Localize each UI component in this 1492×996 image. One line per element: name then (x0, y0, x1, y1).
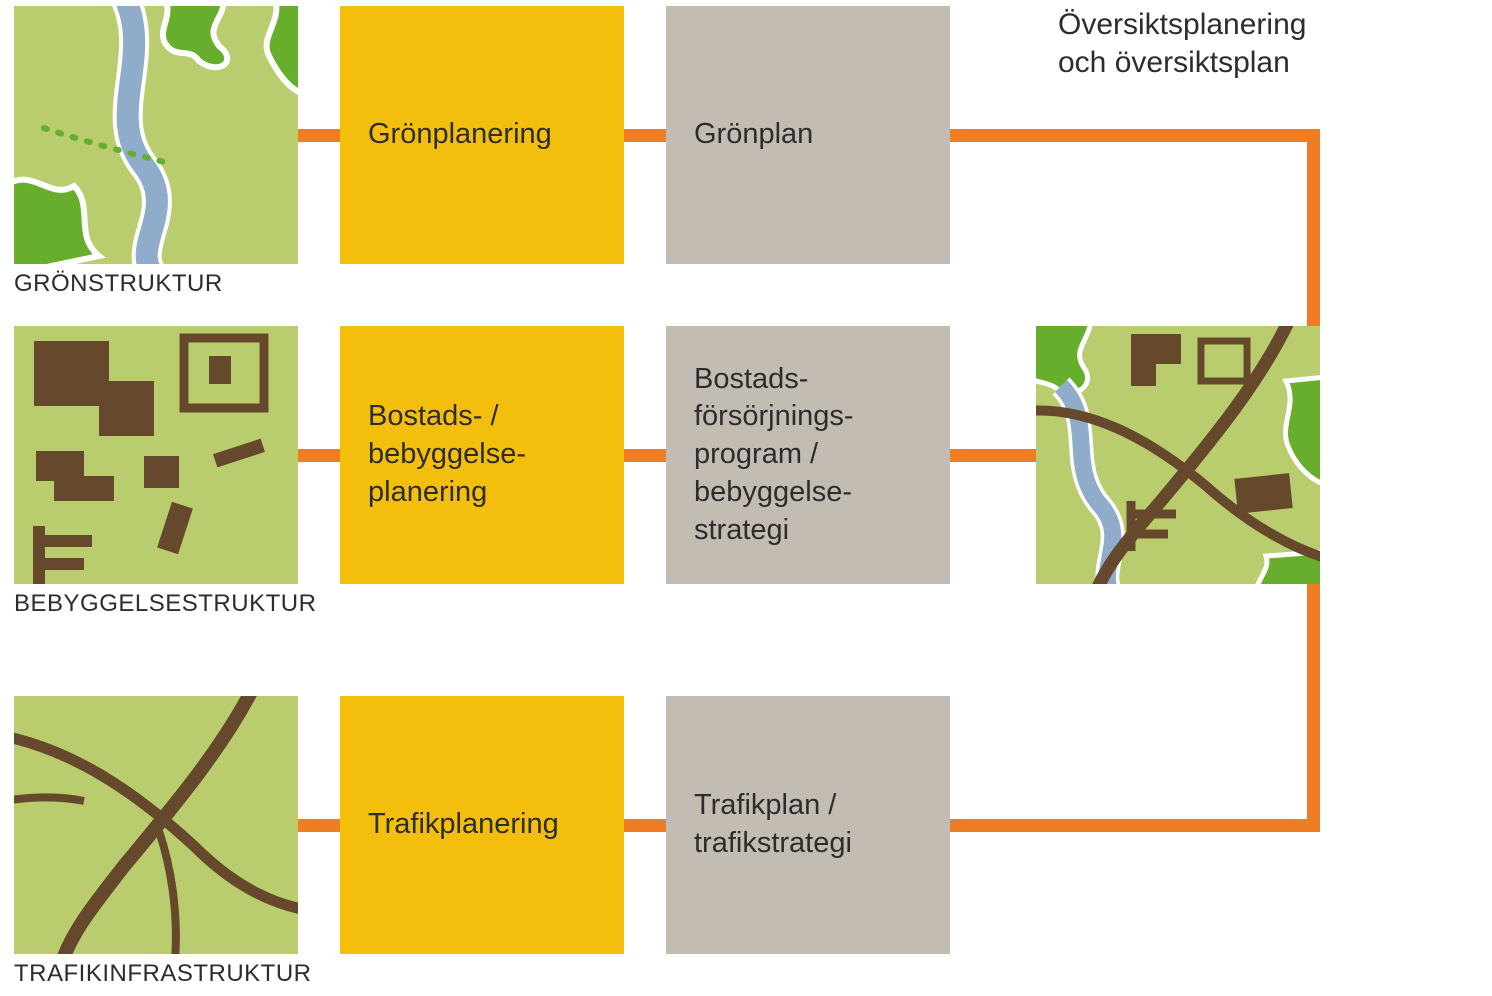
connector-row2-a (298, 449, 340, 462)
label-gronplan: Grönplan (694, 116, 813, 154)
caption-gronstruktur: GRÖNSTRUKTUR (14, 270, 223, 298)
overview-line2: och översiktsplan (1058, 46, 1290, 79)
tile-trafik-icon (14, 696, 298, 954)
box-bostadsplanering: Bostads- / bebyggelse- planering (340, 326, 624, 584)
caption-bebyggelse: BEBYGGELSESTRUKTUR (14, 590, 316, 618)
tile-gronstruktur-icon (14, 6, 298, 264)
map-roads-icon (14, 696, 298, 954)
tile-overview-icon (1036, 326, 1320, 584)
label-bostadsplanering: Bostads- / bebyggelse- planering (368, 398, 526, 511)
label-trafikplan: Trafikplan / trafikstrategi (694, 787, 852, 862)
map-buildings-icon (14, 326, 298, 584)
connector-row3-c (950, 819, 1320, 832)
box-bostadsprogram: Bostads- försörjnings- program / bebygge… (666, 326, 950, 584)
overview-label: Översiktsplanering och översiktsplan (1058, 6, 1306, 81)
box-gronplan: Grönplan (666, 6, 950, 264)
planning-diagram: Översiktsplanering och översiktsplan GRÖ… (0, 0, 1492, 996)
connector-row3-a (298, 819, 340, 832)
connector-row1-a (298, 129, 340, 142)
label-gronplanering: Grönplanering (368, 116, 552, 154)
box-trafikplan: Trafikplan / trafikstrategi (666, 696, 950, 954)
box-gronplanering: Grönplanering (340, 6, 624, 264)
label-bostadsprogram: Bostads- försörjnings- program / bebygge… (694, 361, 854, 549)
overview-line1: Översiktsplanering (1058, 8, 1306, 41)
map-green-icon (14, 6, 298, 264)
label-trafikplanering: Trafikplanering (368, 806, 559, 844)
connector-row3-b (624, 819, 666, 832)
tile-bebyggelse-icon (14, 326, 298, 584)
box-trafikplanering: Trafikplanering (340, 696, 624, 954)
connector-row2-c (950, 449, 1036, 462)
connector-row1-c (950, 129, 1320, 142)
caption-trafik: TRAFIKINFRASTRUKTUR (14, 960, 312, 988)
connector-row1-b (624, 129, 666, 142)
connector-row2-b (624, 449, 666, 462)
map-overview-icon (1036, 326, 1320, 584)
